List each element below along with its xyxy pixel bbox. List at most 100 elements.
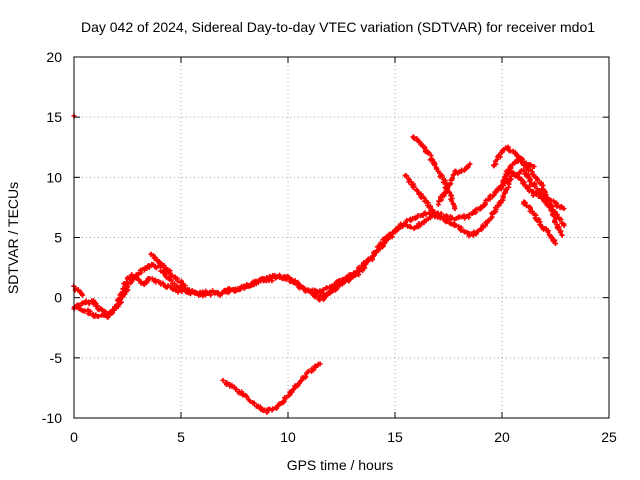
data-point [449,175,455,181]
x-tick-label: 0 [70,429,78,445]
data-point [545,229,551,235]
data-point [189,288,195,294]
data-point [182,283,188,289]
y-tick-label: -10 [42,410,62,426]
data-point [426,210,432,216]
data-point [531,164,537,170]
data-point [551,213,557,219]
data-point [306,287,312,293]
data-point [266,276,272,282]
data-point [247,398,253,404]
data-point [286,275,292,281]
data-point [461,228,467,234]
data-point [543,192,549,198]
axis-ticks: 0 5 10 15 20 25 -10 -5 0 5 10 15 20 [42,49,617,445]
data-point [313,364,319,370]
data-point [436,199,442,205]
data-point [96,313,102,319]
data-point [155,257,161,263]
data-point [558,216,564,222]
data-point [467,161,473,167]
y-tick-label: -5 [50,350,63,366]
x-tick-label: 15 [387,429,403,445]
data-point [501,180,507,186]
x-tick-label: 5 [177,429,185,445]
data-points [71,113,567,416]
data-point [427,203,433,209]
data-point [347,277,353,283]
data-point [466,212,472,218]
data-point [453,222,459,228]
data-point [319,290,325,296]
data-point [315,290,321,296]
data-point [233,386,239,392]
y-tick-label: 10 [46,169,62,185]
data-point [302,373,308,379]
data-point [432,162,438,168]
data-point [224,380,230,386]
y-tick-label: 5 [54,230,62,246]
data-point [508,173,514,179]
data-point [390,230,396,236]
data-point [236,390,242,396]
data-point [423,211,429,217]
data-point [546,199,552,205]
data-point [244,394,250,400]
data-point [410,185,416,191]
data-point [557,229,563,235]
data-point [536,216,542,222]
data-point [559,232,565,238]
data-point [324,285,330,291]
data-point [168,277,174,283]
data-point [553,241,558,247]
data-point [537,190,543,196]
data-point [439,174,445,180]
x-tick-label: 20 [494,429,510,445]
data-point [80,292,86,298]
data-point [505,169,511,175]
data-point [561,206,567,212]
data-point [336,278,342,284]
data-point [523,160,529,166]
data-point [495,202,501,208]
data-point [220,377,226,383]
data-point [549,204,555,210]
data-point [135,271,141,277]
data-point [333,281,339,287]
data-point [317,361,323,367]
data-point [274,405,280,411]
data-point [169,272,175,278]
data-point [326,290,332,296]
data-point [414,188,420,194]
x-tick-label: 25 [601,429,617,445]
data-point [450,172,456,178]
x-axis-label: GPS time / hours [287,457,394,473]
y-tick-label: 20 [46,49,62,65]
data-point [380,243,386,249]
data-point [398,222,404,228]
data-point [310,367,316,373]
data-point [434,166,440,172]
data-point [452,206,458,212]
data-point [298,378,304,384]
chart-title: Day 042 of 2024, Sidereal Day-to-day VTE… [81,19,595,35]
data-point [106,312,112,318]
data-point [524,174,530,180]
data-point [146,262,152,268]
x-tick-label: 10 [280,429,296,445]
data-point [276,274,282,280]
data-point [500,193,506,199]
data-point [429,207,435,213]
data-point [226,286,232,292]
data-point [152,254,158,260]
data-point [527,177,533,183]
data-point [337,282,343,288]
data-point [561,222,567,228]
data-point [420,212,426,218]
data-point [404,173,410,179]
data-point [75,302,81,308]
data-point [165,282,171,288]
data-point [521,179,527,185]
data-point [435,168,441,174]
